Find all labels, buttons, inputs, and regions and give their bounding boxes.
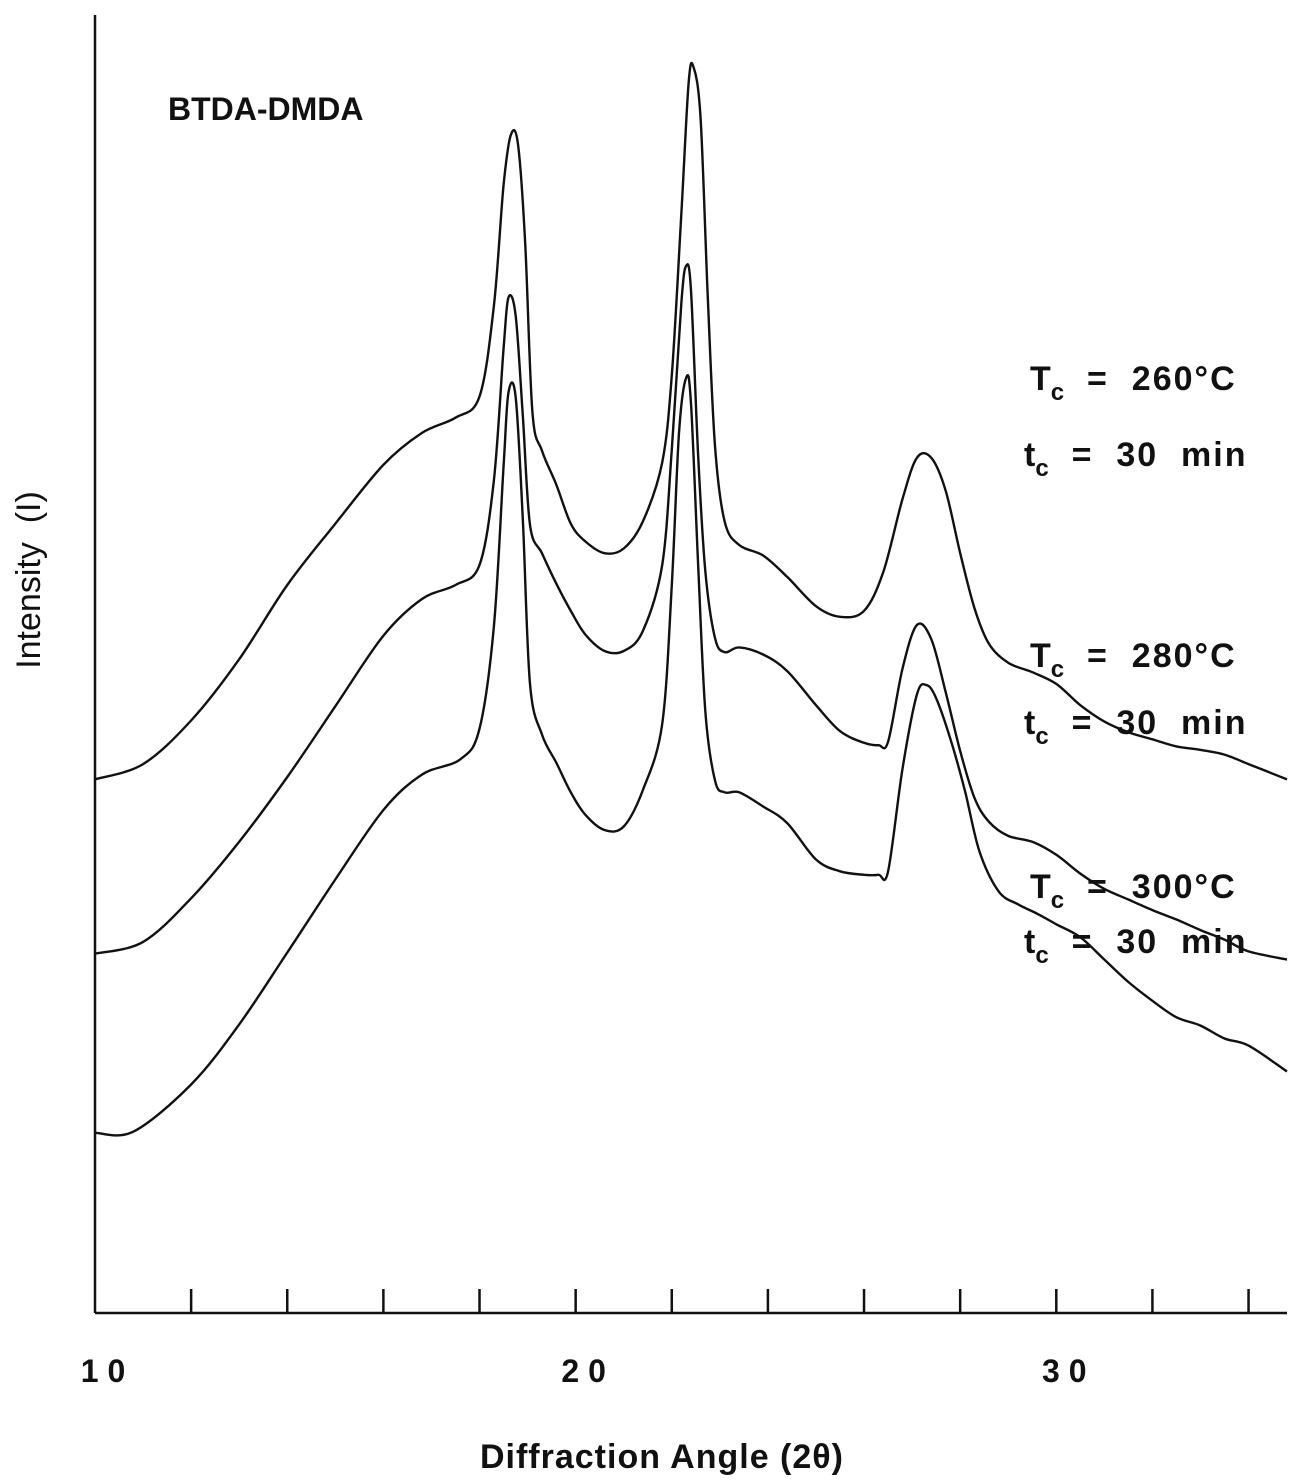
x-axis-label: Diffraction Angle (2θ) (480, 1438, 844, 1476)
series-label-300-line-2: tc = 30 min (1024, 923, 1248, 969)
series-labels: Tc = 260°C tc = 30 min Tc = 280°C tc = 30 m… (1024, 360, 1248, 969)
chart-title: BTDA-DMDA (168, 91, 364, 127)
series-label-260-line-1: Tc = 260°C (1030, 360, 1237, 406)
x-tick-label-10: 1 0 (81, 1353, 125, 1389)
series-label-300-line-1: Tc = 300°C (1030, 868, 1237, 914)
x-axis-ticks (191, 1289, 1248, 1313)
x-tick-label-30: 3 0 (1042, 1353, 1086, 1389)
series-label-280-line-1: Tc = 280°C (1030, 637, 1237, 683)
series-line-300 (95, 375, 1287, 1135)
series-curves (95, 63, 1287, 1136)
series-label-280-line-2: tc = 30 min (1024, 704, 1248, 750)
y-axis-label: Intensity (I) (10, 491, 48, 669)
x-axis-tick-labels: 1 0 2 0 3 0 (81, 1353, 1087, 1389)
series-label-260-line-2: tc = 30 min (1024, 436, 1248, 482)
x-tick-label-20: 2 0 (561, 1353, 605, 1389)
